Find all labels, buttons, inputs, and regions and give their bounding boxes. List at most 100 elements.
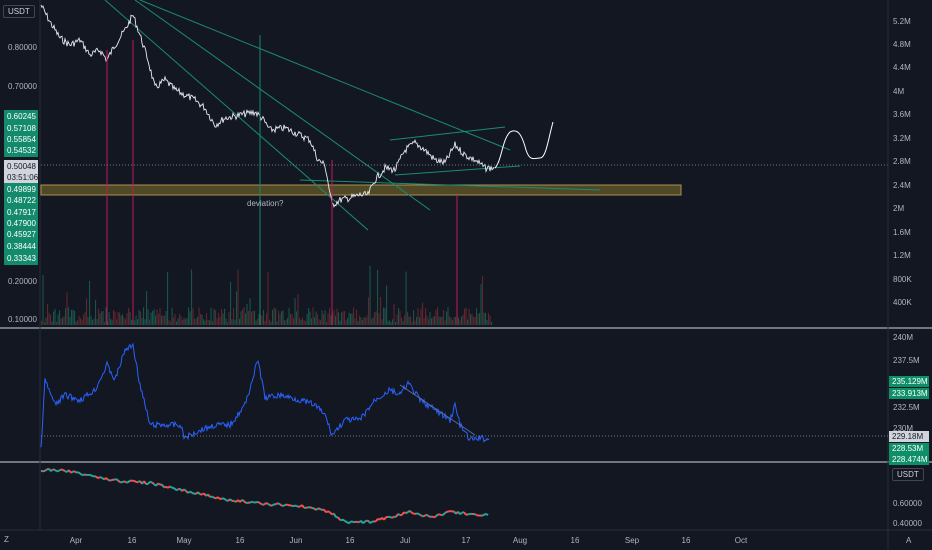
volume-bar	[347, 318, 349, 325]
oscillator-segment	[50, 468, 54, 472]
deviation-annotation: deviation?	[247, 199, 284, 208]
volume-bar	[89, 280, 91, 325]
volume-bar	[447, 307, 449, 325]
volume-bar	[177, 318, 179, 325]
timezone-icon[interactable]: Z	[4, 535, 9, 544]
volume-bar	[126, 313, 128, 325]
volume-bar	[284, 320, 286, 325]
volume-bar	[261, 315, 263, 325]
oscillator-segment	[255, 500, 259, 504]
volume-bar	[176, 321, 178, 325]
volume-bar	[270, 321, 272, 325]
volume-bar	[248, 310, 250, 325]
volume-bar	[47, 304, 49, 325]
oscillator-axis-tick: 0.40000	[893, 519, 922, 528]
volume-bar	[75, 321, 77, 325]
volume-bar	[156, 309, 158, 325]
indicator-value-tag: 228.53M	[889, 443, 929, 454]
volume-bar	[356, 309, 358, 325]
right-axis-tick: 4.4M	[893, 63, 911, 72]
volume-bar	[110, 318, 112, 325]
volume-bar	[173, 317, 175, 325]
volume-bar	[318, 319, 320, 325]
left-axis-tick: 0.70000	[8, 82, 37, 91]
volume-bar	[435, 309, 437, 325]
oscillator-segment	[263, 502, 267, 506]
oscillator-segment	[397, 513, 401, 517]
oscillator-currency-label[interactable]: USDT	[892, 468, 924, 481]
volume-bar	[368, 297, 370, 325]
volume-bar	[251, 311, 253, 325]
volume-bar	[263, 309, 265, 325]
volume-bar	[51, 321, 53, 325]
volume-bar	[488, 313, 490, 325]
oscillator-segment	[419, 513, 423, 517]
oscillator-segment	[73, 470, 77, 474]
volume-bar	[470, 314, 472, 325]
volume-bar	[366, 315, 368, 325]
oscillator-segment	[279, 503, 283, 507]
volume-bar	[462, 314, 464, 325]
volume-bar	[453, 316, 455, 325]
oscillator-lines	[40, 467, 489, 525]
volume-bar	[95, 300, 97, 325]
volume-bar	[218, 312, 220, 325]
volume-bar	[228, 312, 230, 325]
volume-bar	[222, 313, 224, 325]
oscillator-segment	[383, 516, 387, 521]
oscillator-segment	[101, 477, 105, 481]
volume-bar	[291, 314, 293, 325]
indicator-line	[40, 342, 490, 448]
volume-bar	[230, 281, 232, 325]
oscillator-segment	[425, 513, 429, 517]
volume-bar	[468, 308, 470, 325]
indicator-axis-tick: 230M	[893, 424, 913, 433]
volume-bar	[329, 308, 331, 325]
volume-bar	[66, 292, 68, 325]
volume-bar	[275, 308, 277, 325]
right-axis-tick: 400K	[893, 298, 912, 307]
oscillator-segment	[105, 477, 109, 481]
right-volume-axis[interactable]: 5.2M 4.8M 4.4M 4M 3.6M 3.2M 2.8M 2.4M 2M 1.6M 1.2M…	[893, 17, 912, 307]
oscillator-segment	[167, 485, 171, 489]
volume-bar	[365, 317, 367, 325]
right-axis-tick: 2.8M	[893, 157, 911, 166]
price-tag: 0.49899	[4, 183, 38, 196]
volume-bar	[338, 312, 340, 325]
volume-bar	[323, 314, 325, 325]
time-tick-label: Oct	[735, 536, 748, 545]
projection-line	[494, 121, 554, 169]
volume-bar	[138, 310, 140, 325]
oscillator-segment	[89, 473, 93, 477]
oscillator-segment	[62, 468, 66, 473]
oscillator-segment	[181, 488, 185, 492]
oscillator-segment	[327, 510, 331, 514]
volume-bar	[194, 318, 196, 325]
volume-bar	[381, 319, 383, 325]
volume-bar	[143, 307, 145, 325]
volume-bar	[269, 319, 271, 325]
oscillator-segment	[183, 488, 187, 492]
volume-bar	[171, 307, 173, 325]
left-price-axis[interactable]: 0.80000 0.70000 0.20000 0.10000	[8, 43, 37, 324]
volume-bar	[491, 321, 493, 325]
indicator-axis[interactable]: 240M 237.5M 232.5M 230M	[893, 333, 920, 433]
time-axis[interactable]: Apr 16 May 16 Jun 16 Jul 17 Aug 16 Sep 16 Oct	[70, 536, 748, 545]
volume-bar	[101, 311, 103, 325]
auto-scale-icon[interactable]: A	[906, 536, 912, 545]
volume-bar	[404, 315, 406, 325]
volume-bar	[374, 312, 376, 325]
volume-bar	[342, 311, 344, 325]
volume-bar	[117, 312, 119, 325]
volume-bar	[147, 309, 149, 325]
volume-bar	[297, 294, 299, 325]
oscillator-segment	[241, 499, 245, 502]
oscillator-segment	[225, 499, 229, 502]
oscillator-segment	[467, 512, 471, 516]
oscillator-axis-tick: 0.60000	[893, 499, 922, 508]
volume-bar	[485, 312, 487, 325]
currency-label[interactable]: USDT	[3, 5, 35, 18]
volume-bar	[185, 319, 187, 325]
oscillator-axis[interactable]: 0.60000 0.40000	[893, 499, 922, 528]
